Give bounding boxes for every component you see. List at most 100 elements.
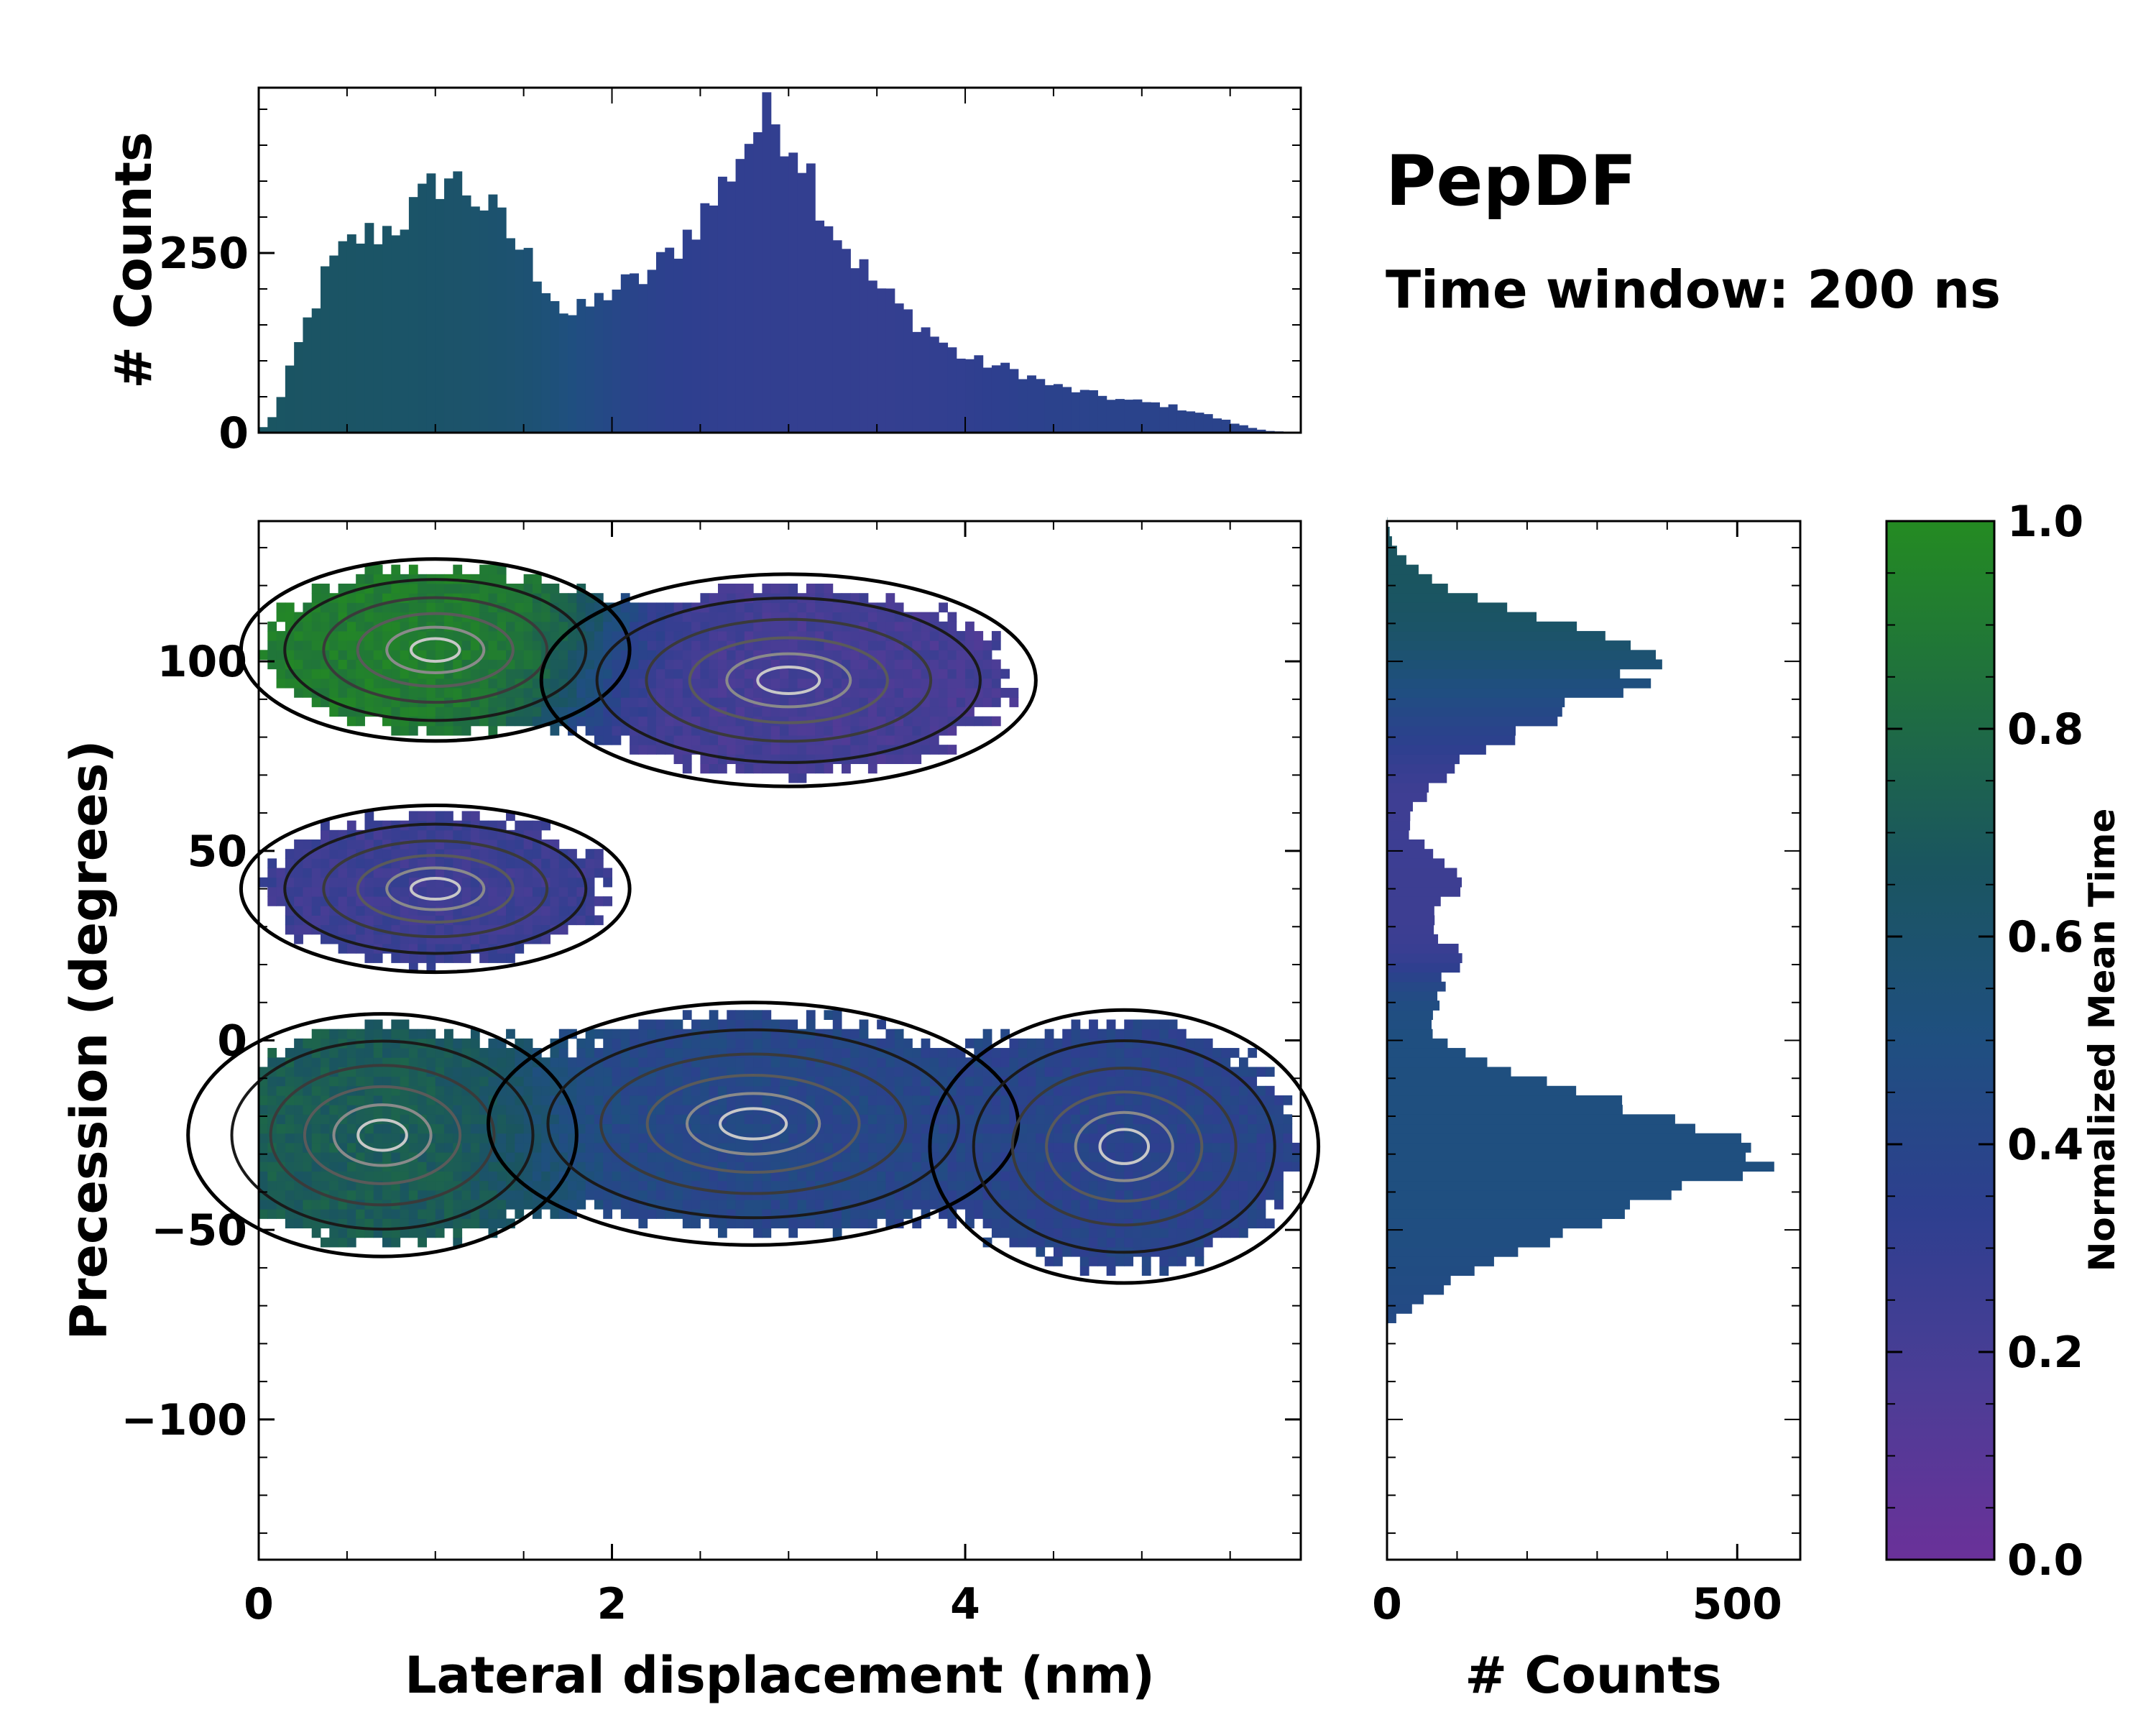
heatmap-cell — [532, 602, 542, 613]
heatmap-cell — [444, 811, 453, 822]
heatmap-cell — [1203, 1105, 1213, 1115]
heatmap-cell — [744, 630, 754, 641]
heatmap-cell — [1274, 1162, 1284, 1172]
heatmap-cell — [788, 697, 798, 707]
heatmap-cell — [982, 1152, 992, 1162]
heatmap-cell — [391, 1076, 401, 1087]
heatmap-cell — [603, 896, 613, 906]
heatmap-cell — [488, 574, 498, 584]
heatmap-cell — [788, 678, 798, 689]
heatmap-cell — [1062, 1152, 1072, 1162]
heatmap-cell — [1115, 1142, 1125, 1153]
heatmap-cell — [620, 678, 630, 689]
heatmap-cell — [1265, 1067, 1275, 1077]
heatmap-cell — [1124, 1190, 1134, 1200]
heatmap-cell — [824, 763, 834, 774]
heatmap-cell — [815, 1048, 824, 1058]
heatmap-cell — [523, 1199, 533, 1210]
heatmap-cell — [842, 1162, 851, 1172]
heatmap-cell — [788, 1114, 798, 1125]
right-histogram-bar — [1387, 584, 1448, 594]
heatmap-cell — [700, 659, 710, 670]
heatmap-cell — [497, 820, 507, 831]
top-histogram-bar — [523, 247, 533, 433]
heatmap-cell — [859, 1048, 869, 1058]
heatmap-cell — [532, 1142, 542, 1153]
heatmap-cell — [576, 1133, 586, 1144]
heatmap-cell — [453, 1038, 463, 1049]
heatmap-cell — [1274, 1095, 1284, 1105]
heatmap-cell — [1018, 1199, 1028, 1210]
heatmap-cell — [665, 688, 675, 698]
heatmap-cell — [523, 1171, 533, 1182]
heatmap-cell — [947, 1152, 957, 1162]
heatmap-cell — [1212, 1171, 1222, 1182]
heatmap-cell — [550, 612, 560, 622]
heatmap-cell — [444, 924, 453, 935]
heatmap-cell — [426, 858, 436, 869]
heatmap-cell — [1186, 1038, 1196, 1049]
heatmap-cell — [877, 650, 886, 660]
heatmap-cell — [815, 1038, 824, 1049]
heatmap-cell — [1256, 1152, 1266, 1162]
heatmap-cell — [655, 668, 665, 679]
heatmap-cell — [1018, 1162, 1028, 1172]
heatmap-cell — [929, 707, 939, 717]
heatmap-cell — [400, 1095, 410, 1105]
heatmap-cell — [1036, 1067, 1046, 1077]
heatmap-cell — [1027, 1076, 1036, 1087]
heatmap-cell — [717, 1171, 727, 1182]
heatmap-cell — [479, 593, 489, 603]
heatmap-cell — [877, 1057, 886, 1067]
heatmap-cell — [806, 659, 816, 670]
heatmap-cell — [717, 1038, 727, 1049]
heatmap-cell — [929, 1067, 939, 1077]
heatmap-cell — [267, 1085, 277, 1096]
heatmap-cell — [1000, 1171, 1010, 1182]
heatmap-cell — [1115, 1180, 1125, 1191]
heatmap-cell — [1062, 1057, 1072, 1067]
heatmap-cell — [612, 621, 622, 632]
heatmap-cell — [885, 593, 895, 603]
heatmap-cell — [461, 886, 471, 897]
heatmap-cell — [947, 1057, 957, 1067]
heatmap-cell — [329, 678, 339, 689]
heatmap-cell — [1036, 1076, 1046, 1087]
heatmap-cell — [630, 678, 639, 689]
heatmap-cell — [276, 1085, 286, 1096]
top-histogram-bar — [832, 240, 842, 433]
heatmap-cell — [594, 896, 604, 906]
heatmap-cell — [558, 906, 568, 916]
heatmap-cell — [1283, 1152, 1293, 1162]
heatmap-cell — [939, 1209, 948, 1219]
top-histogram-bar — [630, 273, 639, 433]
heatmap-cell — [1062, 1133, 1072, 1144]
right-histogram-bar — [1387, 1019, 1432, 1030]
heatmap-cell — [435, 688, 445, 698]
heatmap-cell — [842, 1057, 851, 1067]
heatmap-cell — [797, 1105, 807, 1115]
heatmap-cell — [638, 1209, 648, 1219]
heatmap-cell — [321, 1029, 330, 1039]
heatmap-cell — [1203, 1171, 1213, 1182]
heatmap-cell — [1203, 1180, 1213, 1191]
heatmap-cell — [373, 1048, 383, 1058]
heatmap-cell — [1079, 1180, 1089, 1191]
heatmap-cell — [1186, 1057, 1196, 1067]
heatmap-cell — [797, 1085, 807, 1096]
heatmap-cell — [912, 1199, 922, 1210]
heatmap-cell — [594, 1133, 604, 1144]
top-histogram-bar — [956, 358, 966, 433]
heatmap-cell — [735, 1162, 745, 1172]
heatmap-cell — [585, 1029, 595, 1039]
heatmap-cell — [558, 1067, 568, 1077]
heatmap-cell — [991, 1228, 1001, 1238]
heatmap-cell — [532, 1105, 542, 1115]
heatmap-cell — [1000, 1095, 1010, 1105]
heatmap-cell — [585, 1085, 595, 1096]
heatmap-cell — [832, 1228, 842, 1238]
heatmap-cell — [303, 659, 313, 670]
heatmap-cell — [1089, 1228, 1098, 1238]
heatmap-cell — [356, 1048, 365, 1058]
heatmap-cell — [329, 877, 339, 888]
